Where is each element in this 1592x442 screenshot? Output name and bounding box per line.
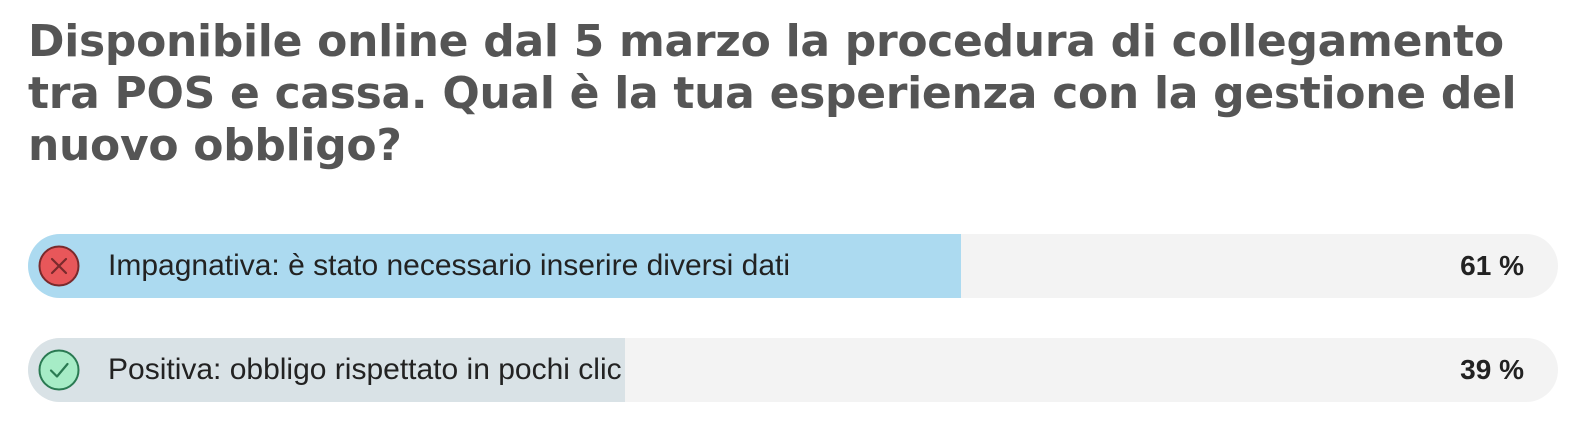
poll-option-negative[interactable]: Impagnativa: è stato necessario inserire… [28,234,1558,298]
poll-option-label: Positiva: obbligo rispettato in pochi cl… [108,353,622,386]
check-circle-icon [38,349,80,391]
poll-question: Disponibile online dal 5 marzo la proced… [28,16,1517,171]
poll-widget: Disponibile online dal 5 marzo la proced… [28,0,1558,402]
poll-option-result-bar [28,234,962,298]
poll-option-percent: 61 % [1460,250,1524,281]
poll-option-result-bar [28,338,625,402]
poll-option-percent: 39 % [1460,354,1524,385]
poll-options: Impagnativa: è stato necessario inserire… [28,234,1558,442]
x-circle-icon [38,245,80,287]
poll-option-positive[interactable]: Positiva: obbligo rispettato in pochi cl… [28,338,1558,402]
poll-option-label: Impagnativa: è stato necessario inserire… [108,249,791,282]
